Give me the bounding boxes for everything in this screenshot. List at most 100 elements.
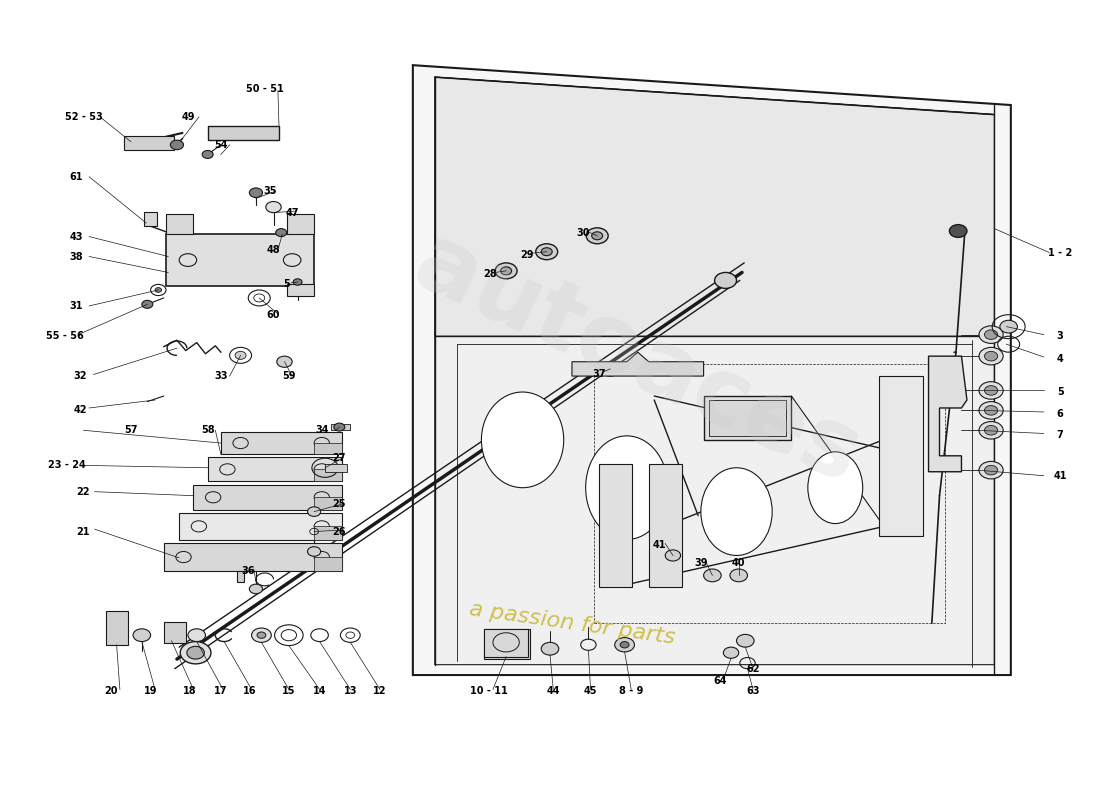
Text: 40: 40 — [732, 558, 746, 569]
Circle shape — [541, 248, 552, 256]
Text: 59: 59 — [282, 371, 296, 381]
Text: 12: 12 — [373, 686, 387, 696]
Bar — [208, 126, 279, 140]
Text: 36: 36 — [242, 566, 255, 576]
Text: 37: 37 — [593, 369, 606, 378]
Bar — [106, 611, 128, 645]
Bar — [484, 629, 530, 659]
Circle shape — [730, 569, 748, 582]
Circle shape — [276, 229, 287, 237]
Bar — [484, 629, 528, 657]
Bar — [179, 514, 341, 539]
Bar — [315, 526, 341, 539]
Text: 25: 25 — [332, 498, 346, 509]
Circle shape — [979, 402, 1003, 419]
Bar — [166, 214, 194, 234]
Ellipse shape — [482, 392, 563, 488]
Text: 26: 26 — [332, 526, 346, 537]
Polygon shape — [928, 356, 967, 472]
Circle shape — [666, 550, 681, 561]
Polygon shape — [434, 77, 994, 665]
Text: 52 - 53: 52 - 53 — [65, 112, 102, 122]
Circle shape — [586, 228, 608, 244]
Bar — [144, 212, 157, 226]
Text: 45: 45 — [584, 686, 597, 696]
Bar — [326, 464, 346, 472]
Text: 17: 17 — [214, 686, 228, 696]
Text: 31: 31 — [69, 301, 82, 311]
Circle shape — [333, 423, 344, 431]
Circle shape — [984, 466, 998, 475]
Bar — [331, 424, 350, 430]
Circle shape — [1000, 320, 1018, 333]
Circle shape — [715, 273, 737, 288]
Text: 47: 47 — [285, 208, 299, 218]
Text: 16: 16 — [243, 686, 256, 696]
Circle shape — [133, 629, 151, 642]
Circle shape — [308, 546, 321, 556]
Bar — [164, 622, 186, 643]
Circle shape — [615, 638, 635, 652]
Text: 5: 5 — [284, 279, 290, 290]
Bar — [164, 542, 341, 571]
Bar — [287, 284, 315, 295]
Text: autoaces: autoaces — [400, 217, 876, 503]
Circle shape — [737, 634, 755, 647]
Text: 32: 32 — [74, 371, 87, 381]
Circle shape — [500, 267, 512, 275]
Bar — [600, 464, 632, 587]
Circle shape — [187, 646, 205, 659]
Circle shape — [979, 347, 1003, 365]
Text: 33: 33 — [214, 371, 228, 381]
Text: 1 - 2: 1 - 2 — [1048, 247, 1072, 258]
Bar — [194, 485, 341, 510]
Circle shape — [250, 188, 263, 198]
Text: 48: 48 — [266, 245, 280, 255]
Bar — [221, 432, 341, 454]
Bar — [166, 234, 315, 286]
Bar — [238, 571, 244, 582]
Circle shape — [188, 629, 206, 642]
Bar — [287, 214, 315, 234]
Polygon shape — [572, 352, 704, 376]
Circle shape — [724, 647, 739, 658]
Bar — [124, 136, 174, 150]
Bar — [649, 464, 682, 587]
Text: 18: 18 — [184, 686, 197, 696]
Text: 55 - 56: 55 - 56 — [46, 331, 84, 342]
Text: 21: 21 — [76, 526, 89, 537]
Circle shape — [541, 642, 559, 655]
Circle shape — [620, 642, 629, 648]
Polygon shape — [412, 65, 1011, 675]
Text: a passion for parts: a passion for parts — [468, 599, 676, 647]
Circle shape — [984, 351, 998, 361]
Circle shape — [979, 326, 1003, 343]
Circle shape — [949, 225, 967, 238]
Text: 44: 44 — [547, 686, 560, 696]
Text: 8 - 9: 8 - 9 — [619, 686, 644, 696]
Text: 7: 7 — [1057, 430, 1064, 440]
Text: 28: 28 — [483, 269, 496, 279]
Circle shape — [257, 632, 266, 638]
Text: 50 - 51: 50 - 51 — [245, 84, 284, 94]
Text: 10 - 11: 10 - 11 — [470, 686, 507, 696]
Text: 22: 22 — [76, 486, 89, 497]
Circle shape — [984, 406, 998, 415]
Text: 27: 27 — [332, 453, 346, 463]
Text: 60: 60 — [266, 310, 280, 321]
Text: 14: 14 — [312, 686, 327, 696]
Circle shape — [142, 300, 153, 308]
Circle shape — [984, 426, 998, 435]
Circle shape — [294, 279, 302, 285]
Text: 39: 39 — [695, 558, 708, 569]
Text: 41: 41 — [1054, 470, 1067, 481]
Text: 42: 42 — [74, 406, 87, 415]
Circle shape — [155, 287, 162, 292]
Text: 29: 29 — [520, 250, 534, 260]
Text: 35: 35 — [264, 186, 277, 196]
Text: 54: 54 — [214, 140, 228, 150]
Text: 38: 38 — [69, 251, 82, 262]
Circle shape — [704, 569, 722, 582]
Circle shape — [979, 382, 1003, 399]
Text: 41: 41 — [653, 540, 667, 550]
